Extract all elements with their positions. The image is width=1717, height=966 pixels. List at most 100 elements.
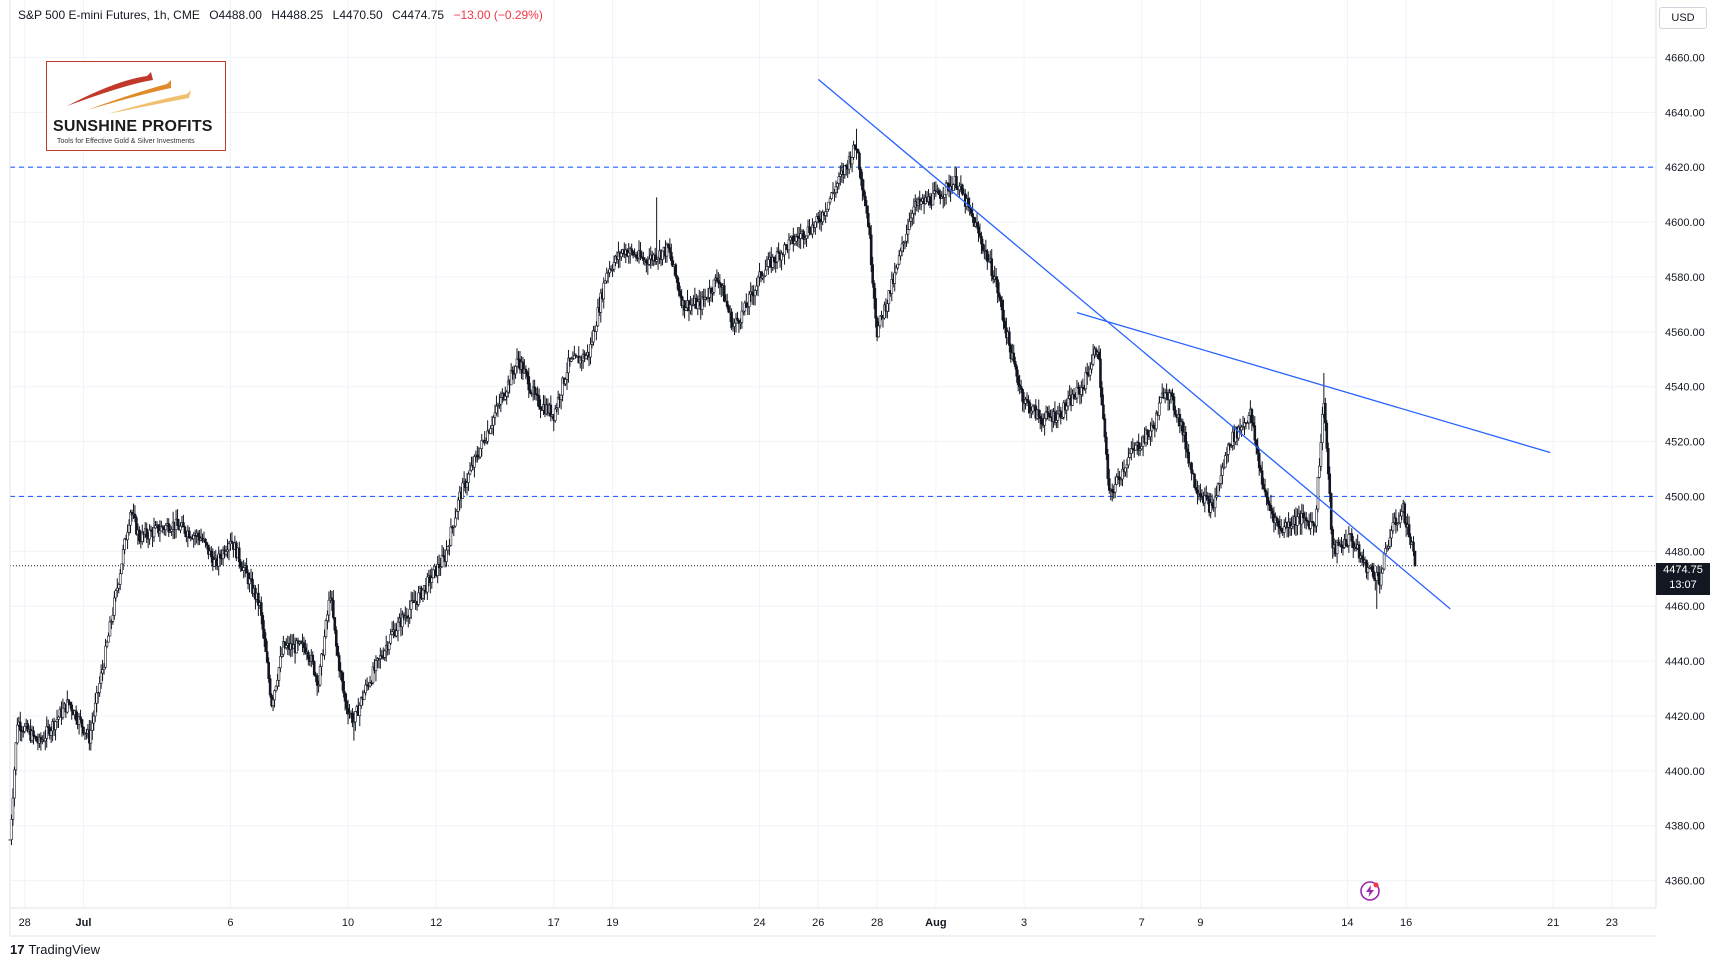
- candle-body: [997, 292, 1001, 298]
- candle-body: [590, 341, 594, 345]
- candle-body: [850, 157, 854, 165]
- candle-body: [66, 699, 69, 713]
- time-tick-label: Aug: [925, 917, 946, 929]
- axes: 4360.00 4380.00 4400.00 4420.00 4440.00 4460.…: [9, 0, 1705, 937]
- price-tick-label: 4460.00: [1665, 601, 1705, 613]
- candle-body: [74, 710, 78, 721]
- candle-body: [808, 226, 811, 233]
- candle-body: [1037, 409, 1041, 417]
- candle-body: [570, 358, 573, 362]
- candle-body: [856, 148, 860, 154]
- trendline[interactable]: [1076, 311, 1551, 454]
- candle-body: [1304, 517, 1308, 522]
- candle-body: [1257, 452, 1261, 469]
- candle-body: [336, 645, 340, 656]
- candle-body: [877, 325, 880, 338]
- countdown-timer: 13:07: [1669, 579, 1697, 591]
- candle-body: [1015, 366, 1019, 377]
- candle-body: [389, 634, 392, 644]
- currency-button[interactable]: USD: [1659, 7, 1707, 29]
- candle-body: [23, 726, 26, 732]
- candle-body: [126, 532, 129, 540]
- low-value: L4470.50: [332, 8, 383, 22]
- candle-body: [1059, 410, 1063, 419]
- candle-body: [120, 563, 123, 574]
- candle-body: [944, 182, 948, 196]
- candle-body: [1088, 368, 1092, 376]
- candle-body: [1159, 397, 1163, 404]
- change-value: −13.00 (−0.29%): [453, 8, 543, 22]
- candle-body: [374, 660, 378, 671]
- time-tick-label: 7: [1139, 917, 1145, 929]
- candle-body: [430, 577, 434, 583]
- logo-name: SUNSHINE PROFITS: [53, 118, 213, 135]
- candle-body: [661, 250, 664, 260]
- candle-body: [495, 405, 498, 414]
- candle-body: [783, 244, 786, 256]
- candle-body: [1275, 517, 1279, 522]
- trendline[interactable]: [817, 78, 1451, 610]
- candle-body: [1174, 409, 1177, 415]
- candle-body: [1219, 475, 1223, 484]
- candle-body: [725, 300, 729, 307]
- trendlines[interactable]: [817, 78, 1551, 610]
- candle-body: [524, 368, 528, 373]
- candle-body: [990, 258, 994, 277]
- time-tick-label: 23: [1606, 917, 1618, 929]
- candle-body: [1097, 351, 1101, 360]
- candle-body: [527, 376, 531, 391]
- candle-body: [345, 701, 348, 709]
- candle-body: [1381, 568, 1384, 574]
- candle-body: [533, 386, 536, 394]
- candle-body: [82, 726, 85, 734]
- candle-body: [324, 620, 328, 637]
- candle-body: [503, 395, 507, 400]
- candle-body: [1260, 470, 1264, 485]
- candle-body: [864, 195, 867, 207]
- candle-body: [280, 653, 284, 657]
- candle-body: [999, 296, 1002, 301]
- candle-body: [265, 651, 269, 663]
- candle-body: [473, 456, 476, 468]
- candle-body: [1113, 484, 1117, 493]
- candle-body: [337, 655, 341, 671]
- candle-body: [273, 690, 276, 701]
- candle-body: [559, 394, 563, 400]
- candle-body: [853, 144, 857, 150]
- lightning-alert-icon[interactable]: [1359, 880, 1381, 902]
- tradingview-logo-icon: 17: [10, 942, 25, 957]
- candle-body: [528, 389, 532, 394]
- candle-body: [227, 543, 231, 551]
- candle-body: [387, 642, 391, 650]
- candle-body: [905, 233, 908, 242]
- candle-body: [514, 366, 517, 375]
- candle-body: [456, 499, 460, 512]
- candle-body: [805, 235, 808, 239]
- candle-body: [912, 206, 916, 214]
- candle-body: [260, 602, 263, 616]
- tradingview-branding[interactable]: 17 TradingView: [10, 942, 100, 957]
- candle-body: [101, 669, 104, 674]
- grid-lines: [10, 0, 1656, 908]
- candle-body: [268, 678, 272, 696]
- candle-body: [49, 730, 53, 736]
- candle-body: [561, 377, 564, 396]
- candle-body: [733, 322, 736, 327]
- candle-body: [671, 260, 675, 267]
- price-tick-label: 4440.00: [1665, 656, 1705, 668]
- candle-body: [1110, 489, 1114, 493]
- candle-body: [1075, 386, 1079, 399]
- candle-body: [371, 666, 375, 684]
- time-tick-label: 6: [227, 917, 233, 929]
- candle-body: [10, 819, 13, 840]
- candle-body: [919, 201, 923, 205]
- candle-body: [107, 635, 110, 643]
- candle-body: [1187, 451, 1190, 464]
- symbol-title: S&P 500 E-mini Futures, 1h, CME: [18, 8, 200, 22]
- candle-body: [421, 589, 425, 599]
- candle-body: [245, 565, 248, 574]
- price-tick-label: 4420.00: [1665, 711, 1705, 723]
- candle-body: [1398, 515, 1402, 524]
- time-tick-label: 17: [548, 917, 560, 929]
